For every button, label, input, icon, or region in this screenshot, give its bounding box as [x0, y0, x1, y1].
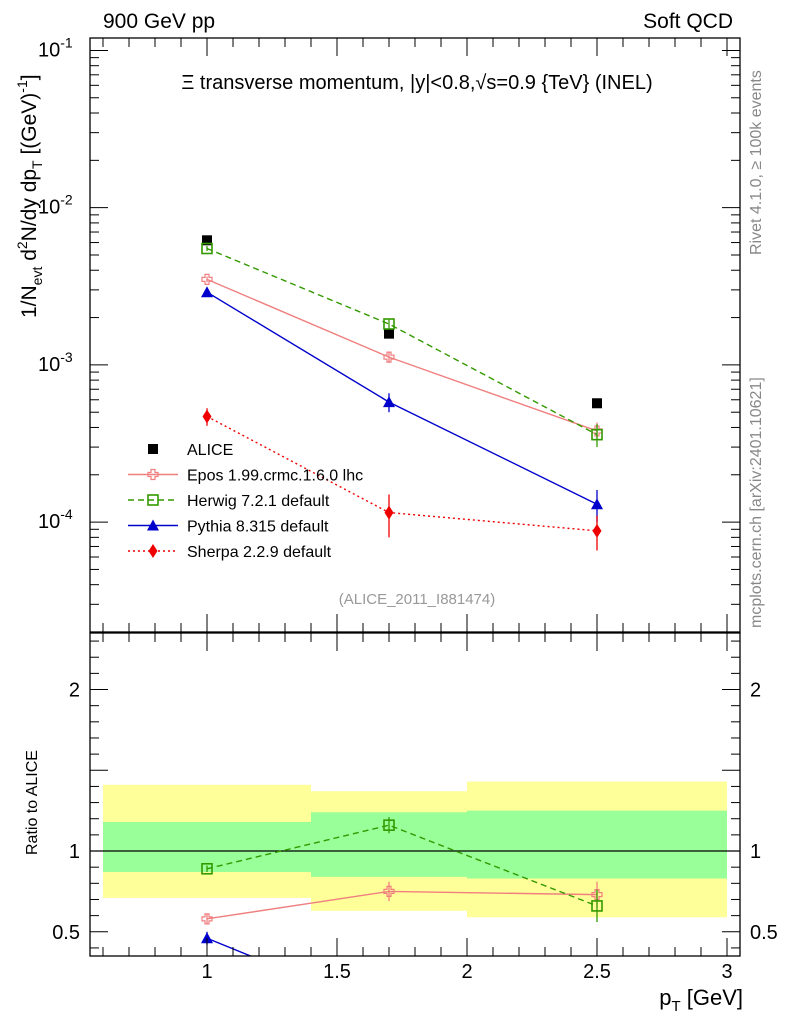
main-ytick-label: 10-2 [38, 192, 73, 219]
series-line-2 [206, 247, 598, 436]
main-frame [89, 37, 741, 633]
legend-label-4: Sherpa 2.2.9 default [187, 544, 332, 561]
series-2 [201, 242, 603, 448]
legend-entry-0: ALICE [148, 442, 233, 459]
main-series [201, 235, 603, 551]
point-0-0 [202, 235, 212, 246]
xtick-label: 2.5 [583, 961, 611, 983]
x-axis-label: pT [GeV] [659, 985, 743, 1015]
legend-entry-3: Pythia 8.315 default [128, 519, 329, 536]
main-ytick-exponent: -4 [60, 506, 73, 522]
point-1-0 [201, 273, 213, 285]
ratio-ytick-label-right: 0.5 [750, 922, 778, 944]
point-2-1 [383, 318, 395, 330]
header-right: Soft QCD [643, 10, 733, 33]
legend-entry-2: Herwig 7.2.1 default [128, 493, 330, 510]
point-4-1 [384, 505, 394, 520]
legend-entry-4: Sherpa 2.2.9 default [128, 544, 332, 561]
ratio-ytick-label-left: 1 [69, 841, 80, 863]
point-2-0 [201, 242, 213, 255]
rivet-label: Rivet 4.1.0, ≥ 100k events [748, 70, 765, 255]
point-4-0 [202, 409, 212, 424]
main-ytick-label: 10-3 [38, 349, 73, 376]
ratio-ytick-label-right: 2 [750, 680, 761, 702]
xtick-label: 1 [201, 961, 212, 983]
point-4-2 [592, 523, 602, 538]
legend-marker-0 [148, 444, 158, 454]
point-3-0 [201, 286, 213, 298]
svg-text:pT [GeV]: pT [GeV] [659, 985, 743, 1015]
legend-entry-1: Epos 1.99.crmc.1.6.0 lhc [128, 468, 363, 485]
legend: ALICE Epos 1.99.crmc.1.6.0 lhc Herwig 7.2.… [128, 442, 363, 561]
ratio-ytick-label-left: 2 [69, 680, 80, 702]
ratio-bands [103, 781, 727, 918]
legend-marker-1 [147, 468, 159, 481]
ratio-line-2 [206, 937, 253, 956]
point-3-2 [591, 498, 603, 510]
legend-marker-4 [148, 544, 158, 558]
ratio-line-1 [206, 824, 598, 907]
point-2-2 [591, 428, 603, 441]
mcplots-label: mcplots.cern.ch [arXiv:2401.10621] [748, 377, 765, 628]
point-3-1 [383, 396, 395, 408]
ratio-series [201, 817, 603, 1018]
ratio-ytick-label-right: 1 [750, 841, 761, 863]
ratio-point-0-0 [201, 913, 213, 925]
header-left: 900 GeV pp [103, 10, 215, 33]
main-ytick-exponent: -1 [60, 34, 73, 50]
analysis-id: (ALICE_2011_I881474) [339, 591, 496, 608]
point-0-2 [592, 398, 602, 409]
point-1-1 [383, 351, 395, 363]
chart-title: Ξ transverse momentum, |y|<0.8,√s=0.9 {T… [181, 72, 652, 94]
main-ytick-label: 10-4 [38, 506, 73, 533]
ratio-point-2-1 [383, 1007, 395, 1018]
series-1 [201, 273, 603, 441]
series-4 [202, 408, 602, 551]
ratio-point-1-1 [383, 819, 395, 831]
legend-label-3: Pythia 8.315 default [187, 519, 329, 536]
legend-marker-2 [147, 494, 159, 506]
xtick-label: 3 [721, 961, 732, 983]
xtick-label: 1.5 [323, 961, 351, 983]
ratio-point-2-2 [591, 1007, 603, 1018]
ratio-point-0-2 [591, 889, 603, 901]
ratio-series-group [201, 817, 603, 1018]
ratio-point-1-0 [201, 862, 213, 875]
legend-marker-3 [147, 519, 159, 531]
ratio-point-0-1 [383, 885, 395, 898]
ratio-point-1-2 [591, 900, 603, 912]
main-ytick-exponent: -3 [60, 349, 73, 365]
series-3 [201, 286, 603, 523]
point-0-1 [384, 328, 394, 339]
ratio-point-2-0 [201, 932, 213, 944]
legend-label-2: Herwig 7.2.1 default [187, 493, 330, 510]
ratio-y-axis-label: Ratio to ALICE [24, 750, 41, 855]
legend-label-0: ALICE [187, 442, 233, 459]
main-ytick-label: 10-1 [38, 34, 73, 61]
xtick-label: 2 [461, 961, 472, 983]
series-0 [202, 235, 602, 409]
band-green-2 [467, 810, 727, 879]
ratio-ytick-label-left: 0.5 [52, 922, 80, 944]
main-ytick-exponent: -2 [60, 192, 73, 208]
legend-label-1: Epos 1.99.crmc.1.6.0 lhc [187, 468, 363, 485]
